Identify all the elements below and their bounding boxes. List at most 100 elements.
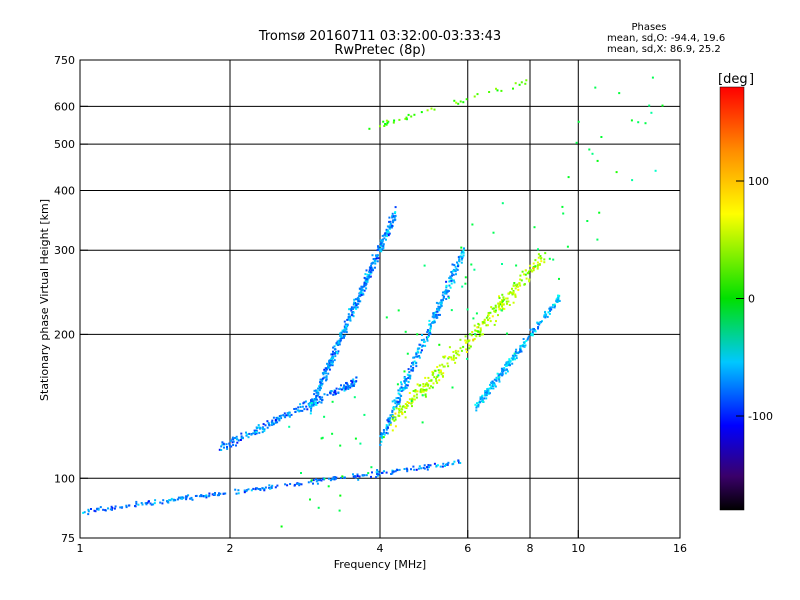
- data-point: [307, 481, 310, 484]
- data-point: [370, 266, 373, 269]
- data-point: [427, 336, 430, 338]
- data-point: [442, 365, 445, 368]
- data-point: [554, 304, 556, 307]
- data-point: [391, 470, 394, 473]
- data-point: [434, 311, 437, 314]
- data-point: [145, 503, 148, 506]
- data-point: [334, 391, 337, 394]
- data-point: [484, 391, 487, 394]
- data-point: [368, 127, 371, 130]
- data-point: [309, 498, 311, 501]
- data-point: [428, 466, 430, 469]
- data-point: [464, 341, 467, 344]
- data-point: [311, 398, 314, 401]
- data-point: [366, 273, 369, 276]
- data-point: [135, 502, 138, 505]
- data-point: [363, 285, 366, 288]
- data-point: [370, 264, 372, 267]
- data-point: [457, 102, 460, 105]
- data-point: [391, 215, 394, 218]
- data-point: [458, 461, 460, 464]
- data-point: [289, 483, 292, 485]
- data-point: [442, 462, 445, 465]
- data-point: [343, 389, 346, 392]
- data-point: [379, 250, 381, 252]
- data-point: [506, 297, 509, 300]
- data-point: [311, 402, 314, 405]
- data-point: [492, 307, 495, 310]
- data-point: [509, 291, 512, 294]
- data-point: [420, 111, 423, 114]
- data-point: [269, 487, 272, 490]
- data-point: [509, 360, 512, 363]
- data-point: [332, 393, 335, 396]
- data-point: [447, 357, 450, 360]
- data-point: [492, 231, 495, 234]
- data-point: [385, 426, 388, 429]
- data-point: [422, 383, 425, 385]
- data-point: [491, 380, 494, 383]
- data-point: [384, 232, 387, 235]
- data-point: [411, 397, 414, 400]
- data-point: [600, 136, 603, 138]
- data-point: [263, 429, 266, 432]
- data-point: [339, 387, 341, 390]
- data-point: [451, 270, 454, 273]
- data-point: [258, 431, 261, 434]
- data-point: [523, 345, 526, 348]
- data-point: [517, 288, 520, 291]
- data-point: [550, 308, 553, 311]
- data-point: [404, 387, 407, 390]
- data-point: [361, 285, 364, 288]
- data-point: [405, 118, 408, 121]
- data-point: [456, 268, 459, 271]
- data-point: [502, 370, 505, 373]
- data-point: [448, 284, 451, 287]
- data-point: [328, 368, 331, 371]
- data-point: [458, 258, 461, 261]
- data-point: [208, 494, 211, 497]
- data-point: [401, 405, 404, 408]
- data-point: [222, 442, 225, 445]
- data-point: [294, 411, 297, 413]
- data-point: [147, 500, 150, 503]
- data-point: [237, 489, 240, 492]
- data-point: [318, 400, 321, 403]
- data-point: [315, 391, 318, 394]
- data-point: [465, 98, 468, 101]
- data-point: [484, 394, 487, 397]
- data-point: [134, 505, 136, 507]
- data-point: [318, 386, 321, 389]
- data-point: [228, 442, 231, 445]
- data-point: [243, 489, 246, 492]
- data-point: [391, 418, 394, 421]
- data-point: [444, 292, 446, 295]
- data-point: [491, 382, 493, 384]
- data-point: [433, 462, 436, 465]
- data-point: [277, 418, 280, 421]
- data-point: [415, 396, 418, 399]
- data-point: [401, 411, 404, 414]
- data-point: [397, 414, 400, 417]
- data-point: [433, 376, 436, 379]
- data-point: [379, 242, 382, 245]
- data-point: [316, 482, 319, 485]
- data-point: [500, 302, 503, 305]
- data-point: [524, 344, 527, 347]
- data-point: [530, 332, 533, 335]
- data-point: [333, 345, 336, 348]
- data-point: [514, 284, 517, 287]
- data-point: [393, 399, 396, 402]
- data-point: [439, 313, 441, 316]
- data-point: [437, 305, 440, 308]
- data-point: [421, 394, 424, 397]
- data-point: [391, 472, 394, 475]
- data-point: [501, 300, 504, 303]
- data-point: [327, 485, 330, 488]
- data-point: [121, 506, 124, 509]
- data-point: [431, 370, 434, 373]
- data-point: [404, 416, 407, 419]
- data-point: [398, 402, 401, 405]
- data-point: [379, 239, 382, 242]
- data-point: [333, 476, 336, 478]
